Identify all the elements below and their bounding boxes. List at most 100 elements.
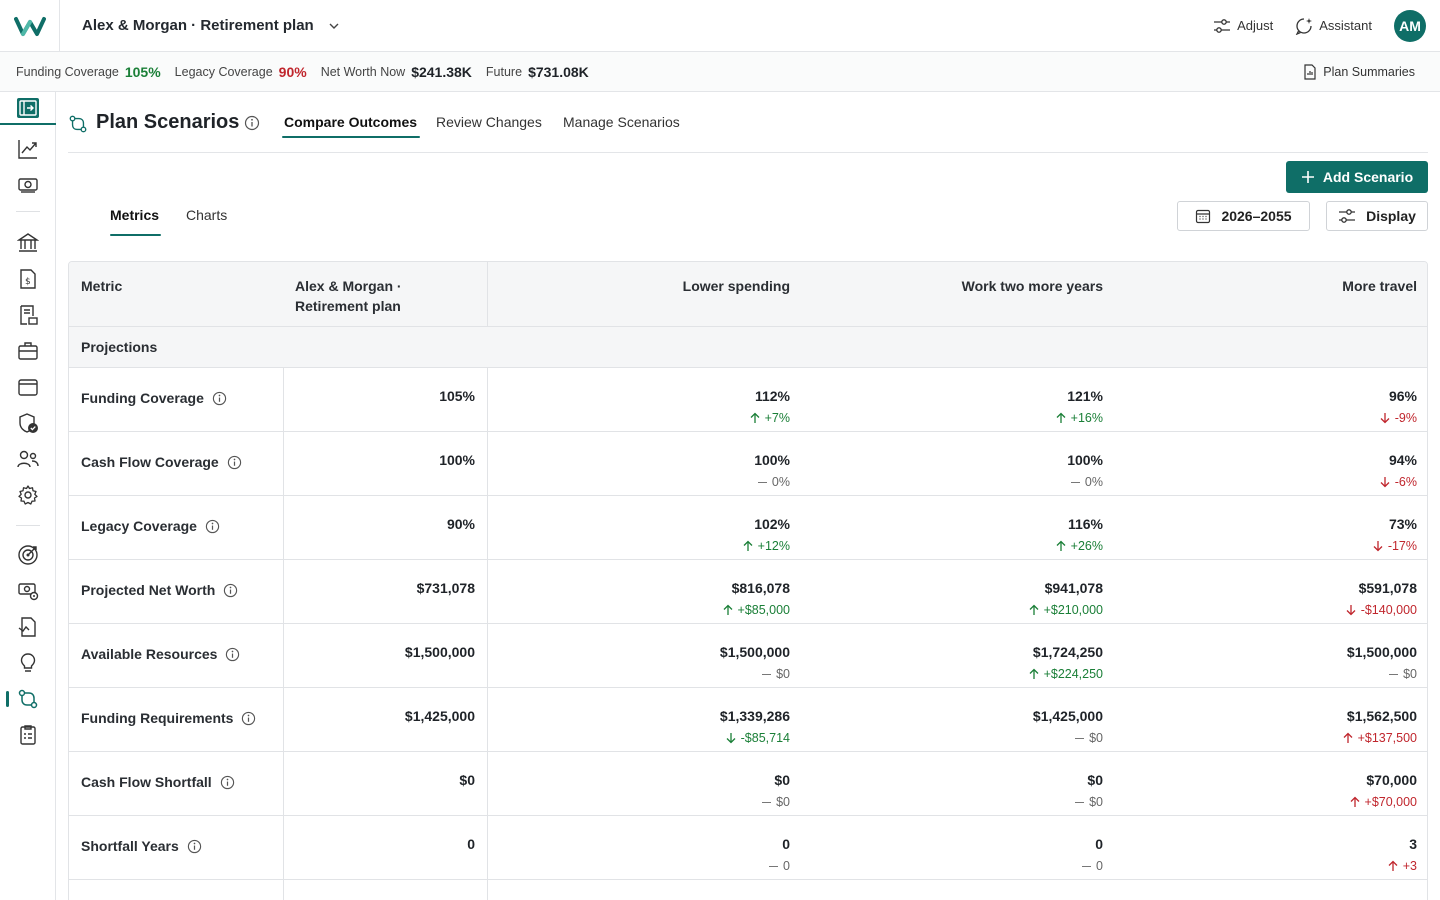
scenario-value: $0 — [1087, 772, 1103, 788]
info-icon[interactable] — [220, 775, 235, 790]
arrow-up-icon — [723, 604, 732, 615]
info-icon[interactable] — [244, 115, 260, 131]
sidebar-item-accounts[interactable] — [16, 231, 40, 255]
info-icon[interactable] — [241, 711, 256, 726]
plan-summaries-button[interactable]: Plan Summaries — [1303, 63, 1415, 80]
date-range-button[interactable]: 2026–2055 — [1177, 201, 1310, 231]
document-icon — [1304, 63, 1316, 80]
delta-text: +$224,250 — [1043, 667, 1103, 681]
clipboard-icon — [20, 725, 36, 745]
scenario-delta: +26% — [1056, 539, 1103, 553]
scenario-value: 102% — [754, 516, 790, 532]
metric-column-header: Metric — [81, 278, 123, 294]
scenario-value: 112% — [754, 388, 790, 404]
delta-text: +7% — [764, 411, 790, 425]
delta-text: 0 — [783, 859, 790, 873]
sidebar-item-cash[interactable] — [16, 173, 40, 197]
sidebar-item-cash-settings[interactable] — [16, 579, 40, 603]
info-icon[interactable] — [205, 519, 220, 534]
metric-label-text: Cash Flow Shortfall — [81, 774, 212, 790]
delta-text: $0 — [776, 795, 790, 809]
sidebar-item-goals[interactable] — [16, 543, 40, 567]
funding-coverage-label: Funding Coverage — [16, 64, 119, 79]
sidebar-item-settings[interactable] — [16, 483, 40, 507]
scenario-column-header: Work two more years — [961, 278, 1103, 294]
sidebar-item-documents[interactable] — [16, 615, 40, 639]
sidebar-item-scenarios[interactable] — [16, 687, 40, 711]
assistant-button[interactable]: Assistant — [1295, 17, 1372, 35]
scenario-delta: +$70,000 — [1350, 795, 1417, 809]
tab-manage-scenarios[interactable]: Manage Scenarios — [563, 114, 680, 130]
delta-text: 0% — [1084, 475, 1103, 489]
briefcase-icon — [18, 342, 38, 360]
add-scenario-button[interactable]: Add Scenario — [1286, 161, 1428, 193]
scenario-delta: +$85,000 — [723, 603, 790, 617]
base-plan-value: 105% — [439, 388, 475, 404]
arrow-up-icon — [1388, 860, 1398, 871]
scenario-value: $591,078 — [1358, 580, 1417, 596]
scenario-value: 94% — [1388, 452, 1417, 468]
sidebar-item-ledger[interactable] — [16, 303, 40, 327]
assistant-icon — [1296, 17, 1313, 35]
adjust-label: Adjust — [1237, 18, 1274, 33]
app-logo[interactable] — [0, 0, 60, 52]
sliders-icon — [1339, 209, 1356, 223]
delta-text: -9% — [1394, 411, 1417, 425]
scenario-delta: +$137,500 — [1343, 731, 1417, 745]
delta-text: +$210,000 — [1043, 603, 1103, 617]
arrow-up-icon — [1350, 796, 1359, 807]
delta-text: 0 — [1096, 859, 1103, 873]
scenario-value: 100% — [754, 452, 790, 468]
scenario-value: 73% — [1388, 516, 1417, 532]
subtab-metrics[interactable]: Metrics — [110, 207, 160, 223]
sidebar-item-work[interactable] — [16, 339, 40, 363]
base-plan-value: $1,425,000 — [404, 708, 475, 724]
info-icon[interactable] — [225, 647, 240, 662]
future-label: Future — [485, 64, 523, 79]
wallet-icon — [18, 379, 38, 396]
info-icon[interactable] — [212, 391, 227, 406]
cash-icon — [18, 178, 38, 193]
display-button[interactable]: Display — [1326, 201, 1428, 231]
sidebar-divider — [16, 211, 40, 212]
scenario-delta: $0 — [1075, 795, 1103, 809]
arrow-up-icon — [1029, 604, 1039, 615]
trend-chart-icon — [18, 140, 37, 159]
base-plan-header-line: Alex & Morgan · — [295, 278, 402, 294]
sidebar-item-income[interactable]: $ — [16, 267, 40, 291]
tab-review-changes[interactable]: Review Changes — [436, 114, 542, 130]
metric-label: Cash Flow Shortfall — [81, 774, 235, 790]
delta-text: +$137,500 — [1357, 731, 1417, 745]
subtab-charts[interactable]: Charts — [186, 207, 228, 223]
table-row: Cash Flow Coverage 100% 100% 0% 100% 0% 94% -6% — [69, 432, 1427, 496]
document-icon — [18, 617, 36, 637]
base-plan-value: $731,078 — [416, 580, 475, 596]
delta-text: -6% — [1394, 475, 1417, 489]
info-icon[interactable] — [223, 583, 238, 598]
sidebar-item-insights[interactable] — [16, 651, 40, 675]
adjust-button[interactable]: Adjust — [1213, 18, 1273, 34]
scenario-delta: -$140,000 — [1346, 603, 1417, 617]
scenario-value: $1,339,286 — [719, 708, 790, 724]
plan-selector[interactable]: Alex & Morgan · Retirement plan — [82, 17, 340, 34]
scenario-value: 96% — [1388, 388, 1417, 404]
info-icon[interactable] — [227, 455, 242, 470]
user-avatar[interactable]: AM — [1394, 9, 1426, 42]
sidebar-item-insurance[interactable] — [16, 411, 40, 435]
sidebar-item-tasks[interactable] — [16, 723, 40, 747]
sidebar-item-trends[interactable] — [16, 137, 40, 161]
sidebar-item-people[interactable] — [16, 447, 40, 471]
base-plan-column-header: Alex & Morgan · Retirement plan — [295, 276, 402, 316]
tab-compare-outcomes[interactable]: Compare Outcomes — [284, 114, 418, 130]
table-header: Metric Alex & Morgan · Retirement plan L… — [69, 262, 1427, 327]
scenario-delta: $0 — [1075, 731, 1103, 745]
scenario-column-header: Lower spending — [682, 278, 790, 294]
scenario-value: 116% — [1067, 516, 1103, 532]
sidebar-item-wallet[interactable] — [16, 375, 40, 399]
date-range-label: 2026–2055 — [1221, 208, 1292, 224]
collapse-panel-button[interactable] — [16, 96, 40, 120]
arrow-down-icon — [1380, 477, 1390, 488]
info-icon[interactable] — [187, 839, 202, 854]
calendar-icon — [1196, 209, 1211, 224]
scenario-delta: +7% — [750, 411, 790, 425]
